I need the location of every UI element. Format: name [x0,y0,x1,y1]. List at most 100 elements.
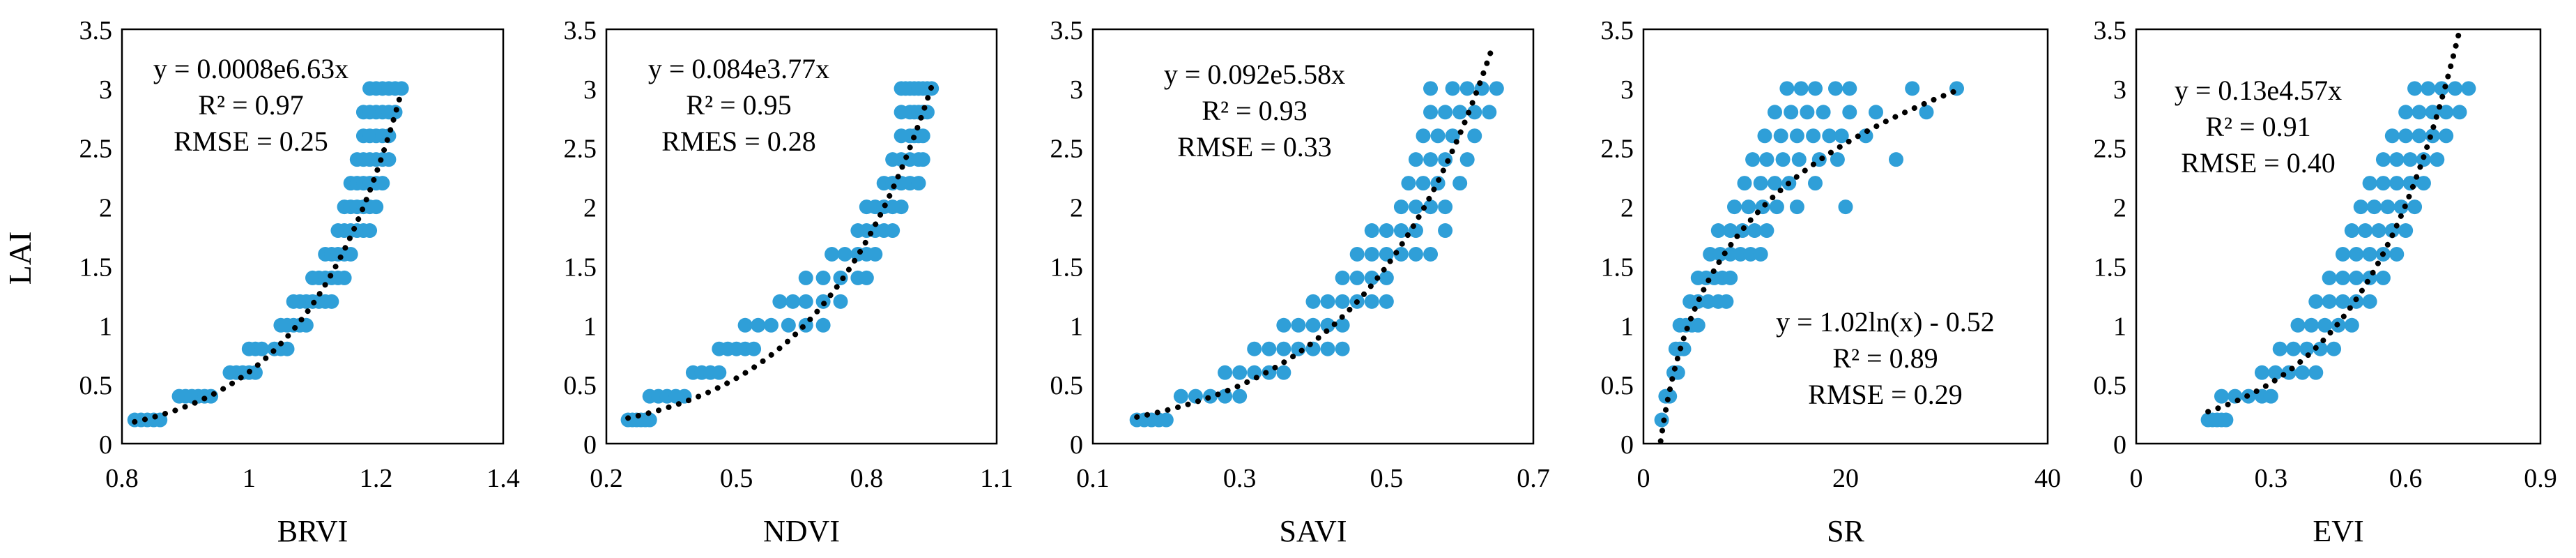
data-point [337,270,352,285]
y-tick-label: 3.5 [1601,16,1634,45]
x-tick-label: 0.5 [720,464,753,493]
data-point [1842,81,1857,96]
trendline-rmse-label: RMSE = 0.40 [2181,147,2335,179]
data-point [1291,317,1306,333]
data-point [1305,317,1321,333]
data-point [2367,199,2382,215]
figure-y-axis-label: LAI [2,232,38,285]
data-point [1320,294,1335,309]
y-tick-label: 2.5 [2094,135,2127,164]
data-point [1379,270,1394,285]
y-tick-label: 2 [583,194,597,223]
data-point [1800,105,1815,120]
data-point [2335,246,2350,262]
data-point [798,270,813,285]
data-point [1822,128,1837,144]
data-point [1364,294,1379,309]
x-tick-label: 40 [2034,464,2061,493]
data-point [1828,81,1843,96]
data-point [2398,128,2414,144]
y-tick-label: 1 [1070,312,1083,341]
trendline-r2-label: R² = 0.95 [686,89,791,121]
trendline-r2-label: R² = 0.97 [198,89,303,121]
data-point [785,294,801,309]
data-point [859,270,874,285]
data-point [394,81,409,96]
x-axis-label: NDVI [763,514,840,548]
data-point [825,246,840,262]
plot-area-frame [121,28,505,445]
data-point [1320,341,1335,356]
y-tick-label: 0 [99,430,112,460]
data-point [1320,317,1335,333]
x-tick-label: 1.1 [980,464,1013,493]
data-point [1719,294,1734,309]
x-tick-label: 0.3 [1223,464,1257,493]
data-point [381,152,397,167]
y-tick-label: 3.5 [2094,16,2127,45]
y-tick-label: 0 [2113,430,2126,460]
data-point [798,294,813,309]
data-point [2375,176,2391,191]
y-tick-label: 1.5 [564,252,597,282]
data-point [1349,246,1365,262]
data-point [1276,317,1291,333]
data-point [375,176,390,191]
trendline-rmse-label: RMES = 0.28 [661,126,815,157]
data-point [1423,81,1439,96]
trendline-r2-label: R² = 0.93 [1202,95,1307,126]
y-tick-label: 1 [99,312,112,341]
data-point [1768,176,1782,191]
data-point [1218,365,1233,380]
data-point [2362,246,2377,262]
y-tick-label: 2 [2113,194,2126,223]
data-point [2393,199,2409,215]
data-point [1869,105,1883,120]
data-point [2421,81,2436,96]
data-point [1775,152,1791,167]
data-points [620,81,940,428]
data-point [279,341,295,356]
data-point [1919,105,1934,120]
data-points [1129,81,1504,428]
data-point [2430,152,2445,167]
data-point [915,152,930,167]
data-point [2344,223,2359,239]
data-point [2299,341,2315,356]
data-point [885,223,900,239]
data-point [247,365,263,380]
data-point [2362,294,2377,309]
data-point [1203,389,1218,404]
data-point [1276,341,1291,356]
data-point [2308,294,2324,309]
data-point [2375,270,2391,285]
data-point [2380,199,2395,215]
data-point [2416,176,2431,191]
y-tick-label: 3.5 [564,16,597,45]
data-point [1393,223,1409,239]
data-point [324,294,339,309]
data-point [1467,128,1482,144]
data-point [1701,294,1716,309]
data-point [2398,105,2414,120]
plot-area-frame [605,28,998,445]
trendline-y-label: y = 0.084e3.77x [648,53,829,84]
data-point [2308,365,2324,380]
chart-panel-brvi: 0 0.5 1 1.5 2 2.5 3 3.5 0.8 1 1.2 1.4 BRVI y = 0.0008… [79,16,520,548]
y-tick-label: 1 [583,312,597,341]
chart-panel-evi: 0 0.5 1 1.5 2 2.5 3 3.5 0 0.3 0.6 0.9 EVI y = 0.13e4.… [2094,16,2557,548]
data-point [772,294,788,309]
data-point [1834,128,1849,144]
x-tick-label: 0 [2130,464,2143,493]
data-point [1393,199,1409,215]
data-point [362,223,378,239]
data-point [1793,81,1809,96]
data-point [1757,128,1772,144]
data-point [1830,152,1845,167]
data-point [2349,246,2364,262]
data-point [642,412,657,428]
data-point [1808,81,1823,96]
y-tick-label: 3 [2113,75,2126,105]
data-point [1438,105,1453,120]
data-point [868,246,883,262]
